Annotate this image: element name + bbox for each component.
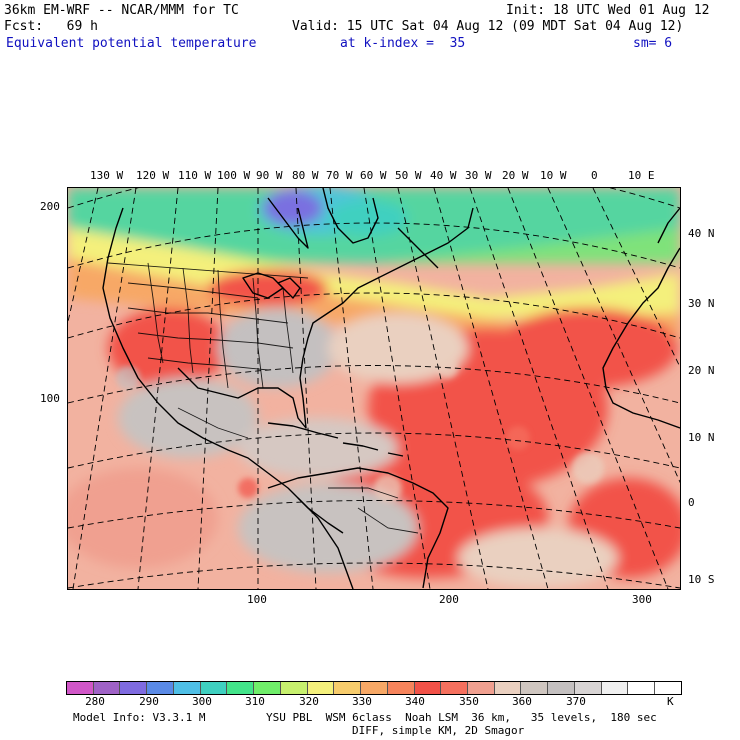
- lon-label: 30 W: [465, 169, 492, 182]
- field-name: Equivalent potential temperature: [6, 36, 257, 51]
- colorbar-label: 330: [352, 695, 372, 708]
- level-label: at k-index = 35: [340, 36, 466, 51]
- theta-e-map: [67, 187, 681, 590]
- colorbar-label: 360: [512, 695, 532, 708]
- forecast-hour: Fcst: 69 h: [4, 19, 98, 34]
- lon-label: 10 E: [628, 169, 655, 182]
- grid-x-label: 100: [247, 593, 267, 606]
- lon-label: 50 W: [395, 169, 422, 182]
- colorbar-label: 320: [299, 695, 319, 708]
- init-time: Init: 18 UTC Wed 01 Aug 12: [506, 3, 710, 18]
- lat-label: 20 N: [688, 364, 715, 377]
- model-info: Model Info: V3.3.1 M: [73, 711, 206, 724]
- political-borders: [107, 262, 419, 534]
- lon-label: 100 W: [217, 169, 251, 182]
- colorbar-swatch: [574, 682, 602, 694]
- colorbar-swatch: [441, 682, 469, 694]
- colorbar-swatch: [387, 682, 415, 694]
- grid-y-label: 200: [40, 200, 60, 213]
- colorbar-swatch: [601, 682, 629, 694]
- colorbar-label: 340: [405, 695, 425, 708]
- colorbar-swatch: [494, 682, 522, 694]
- colorbar-unit: K: [667, 695, 674, 708]
- colorbar-swatch: [200, 682, 228, 694]
- graticule: [68, 188, 680, 589]
- physics-info: YSU PBL WSM 6class Noah LSM 36 km, 35 le…: [266, 711, 657, 724]
- lon-label: 10 W: [540, 169, 567, 182]
- coastlines: [102, 188, 680, 589]
- colorbar-swatch: [468, 682, 495, 694]
- colorbar-label: 370: [566, 695, 586, 708]
- lat-label: 40 N: [688, 227, 715, 240]
- model-title: 36km EM-WRF -- NCAR/MMM for TC: [4, 3, 239, 18]
- lon-label: 130 W: [90, 169, 124, 182]
- colorbar-swatch: [414, 682, 442, 694]
- lon-label: 90 W: [256, 169, 283, 182]
- colorbar-swatch: [548, 682, 575, 694]
- lat-label: 10 N: [688, 431, 715, 444]
- lat-label: 30 N: [688, 297, 715, 310]
- colorbar-swatch: [120, 682, 148, 694]
- lon-label: 20 W: [502, 169, 529, 182]
- colorbar-swatch: [227, 682, 255, 694]
- lon-label: 60 W: [360, 169, 387, 182]
- colorbar-swatch: [67, 682, 94, 694]
- colorbar-swatch: [307, 682, 335, 694]
- colorbar-label: 350: [459, 695, 479, 708]
- colorbar-swatch: [254, 682, 281, 694]
- diffusion-info: DIFF, simple KM, 2D Smagor: [352, 724, 525, 737]
- colorbar-label: 300: [192, 695, 212, 708]
- lon-label: 80 W: [292, 169, 319, 182]
- grid-y-label: 100: [40, 392, 60, 405]
- lon-label: 120 W: [136, 169, 170, 182]
- lon-label: 40 W: [430, 169, 457, 182]
- colorbar-label: 290: [139, 695, 159, 708]
- lat-label: 10 S: [688, 573, 715, 586]
- colorbar: [66, 681, 682, 695]
- valid-time: Valid: 15 UTC Sat 04 Aug 12 (09 MDT Sat …: [292, 19, 684, 34]
- lon-label: 110 W: [178, 169, 212, 182]
- grid-x-label: 200: [439, 593, 459, 606]
- grid-x-label: 300: [632, 593, 652, 606]
- colorbar-swatch: [361, 682, 388, 694]
- colorbar-swatch: [521, 682, 549, 694]
- colorbar-swatch: [93, 682, 121, 694]
- smoothing-label: sm= 6: [633, 36, 673, 51]
- lat-label: 0: [688, 496, 695, 509]
- colorbar-swatch: [147, 682, 174, 694]
- colorbar-label: 310: [245, 695, 265, 708]
- colorbar-swatch: [173, 682, 201, 694]
- lon-label: 70 W: [326, 169, 353, 182]
- colorbar-swatch: [628, 682, 656, 694]
- colorbar-swatch: [334, 682, 362, 694]
- colorbar-swatch: [280, 682, 308, 694]
- map-field-svg: [68, 188, 680, 589]
- colorbar-label: 280: [85, 695, 105, 708]
- colorbar-swatch: [655, 682, 681, 694]
- lon-label: 0: [591, 169, 598, 182]
